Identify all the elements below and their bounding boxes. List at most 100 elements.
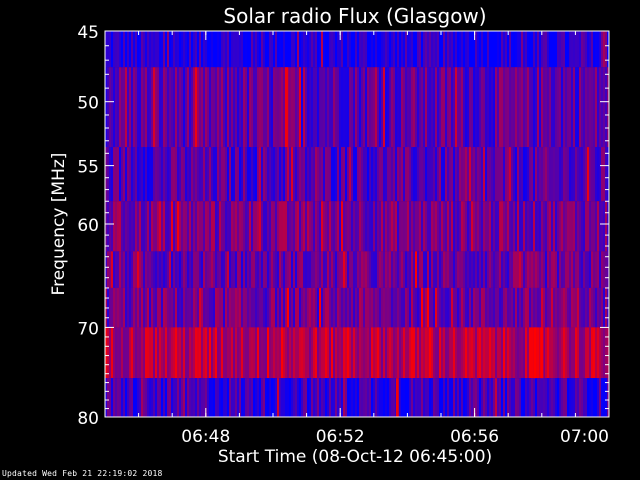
band-cell bbox=[581, 31, 584, 68]
band-cell bbox=[123, 251, 126, 288]
band-cell bbox=[333, 287, 336, 328]
band-cell bbox=[137, 251, 140, 288]
band-cell bbox=[591, 287, 594, 328]
band-cell bbox=[215, 287, 218, 328]
band-cell bbox=[589, 287, 592, 328]
band-cell bbox=[197, 287, 200, 328]
band-cell bbox=[437, 327, 440, 379]
band-cell bbox=[523, 147, 526, 202]
band-cell bbox=[207, 287, 210, 328]
band-cell bbox=[419, 251, 422, 288]
band-cell bbox=[447, 201, 450, 252]
band-cell bbox=[257, 287, 260, 328]
band-cell bbox=[181, 378, 184, 417]
band-cell bbox=[163, 201, 166, 252]
band-cell bbox=[305, 327, 308, 379]
band-cell bbox=[537, 147, 540, 202]
band-cell bbox=[471, 378, 474, 417]
band-cell bbox=[487, 31, 490, 68]
band-cell bbox=[355, 378, 358, 417]
band-cell bbox=[565, 287, 568, 328]
band-cell bbox=[357, 327, 360, 379]
band-cell bbox=[185, 287, 188, 328]
band-cell bbox=[461, 201, 464, 252]
band-cell bbox=[553, 378, 556, 417]
band-cell bbox=[267, 287, 270, 328]
band-cell bbox=[131, 201, 134, 252]
band-cell bbox=[493, 287, 496, 328]
band-cell bbox=[455, 201, 458, 252]
band-cell bbox=[181, 201, 184, 252]
band-cell bbox=[319, 31, 322, 68]
band-cell bbox=[237, 287, 240, 328]
band-cell bbox=[421, 287, 424, 328]
band-cell bbox=[151, 31, 154, 68]
band-cell bbox=[111, 327, 114, 379]
band-cell bbox=[295, 147, 298, 202]
band-cell bbox=[125, 67, 128, 148]
band-cell bbox=[321, 251, 324, 288]
band-cell bbox=[607, 251, 610, 288]
band-cell bbox=[519, 67, 522, 148]
band-cell bbox=[127, 201, 130, 252]
band-cell bbox=[143, 287, 146, 328]
band-cell bbox=[587, 67, 590, 148]
band-cell bbox=[393, 147, 396, 202]
band-cell bbox=[463, 327, 466, 379]
band-cell bbox=[571, 201, 574, 252]
band-cell bbox=[121, 67, 124, 148]
band-cell bbox=[151, 147, 154, 202]
band-cell bbox=[337, 327, 340, 379]
band-cell bbox=[109, 287, 112, 328]
band-cell bbox=[379, 327, 382, 379]
y-tick-label: 50 bbox=[77, 94, 99, 114]
band-cell bbox=[591, 251, 594, 288]
band-cell bbox=[143, 31, 146, 68]
band-cell bbox=[469, 378, 472, 417]
band-cell bbox=[213, 251, 216, 288]
band-cell bbox=[519, 287, 522, 328]
band-cell bbox=[271, 67, 274, 148]
band-cell bbox=[429, 31, 432, 68]
band-cell bbox=[107, 327, 110, 379]
band-cell bbox=[455, 378, 458, 417]
band-cell bbox=[201, 147, 204, 202]
band-cell bbox=[325, 327, 328, 379]
band-cell bbox=[241, 31, 244, 68]
band-cell bbox=[169, 147, 172, 202]
band-cell bbox=[249, 67, 252, 148]
band-cell bbox=[123, 67, 126, 148]
band-cell bbox=[487, 201, 490, 252]
band-cell bbox=[525, 147, 528, 202]
band-cell bbox=[473, 31, 476, 68]
band-cell bbox=[563, 147, 566, 202]
band-cell bbox=[337, 251, 340, 288]
band-cell bbox=[171, 67, 174, 148]
band-cell bbox=[431, 31, 434, 68]
band-cell bbox=[301, 201, 304, 252]
band-cell bbox=[117, 251, 120, 288]
band-cell bbox=[155, 147, 158, 202]
band-cell bbox=[499, 31, 502, 68]
band-cell bbox=[135, 147, 138, 202]
band-cell bbox=[409, 67, 412, 148]
band-cell bbox=[269, 147, 272, 202]
band-cell bbox=[343, 67, 346, 148]
band-cell bbox=[585, 327, 588, 379]
band-cell bbox=[485, 147, 488, 202]
band-cell bbox=[295, 251, 298, 288]
band-cell bbox=[431, 251, 434, 288]
band-cell bbox=[521, 31, 524, 68]
burst-event bbox=[533, 327, 537, 379]
band-cell bbox=[215, 201, 218, 252]
band-cell bbox=[377, 67, 380, 148]
band-cell bbox=[255, 287, 258, 328]
x-axis: 06:48 06:52 06:56 07:00 bbox=[138, 31, 610, 447]
band-cell bbox=[557, 378, 560, 417]
band-cell bbox=[233, 31, 236, 68]
band-cell bbox=[253, 327, 256, 379]
band-cell bbox=[581, 327, 584, 379]
band-cell bbox=[587, 147, 590, 202]
band-cell bbox=[501, 327, 504, 379]
band-cell bbox=[415, 31, 418, 68]
